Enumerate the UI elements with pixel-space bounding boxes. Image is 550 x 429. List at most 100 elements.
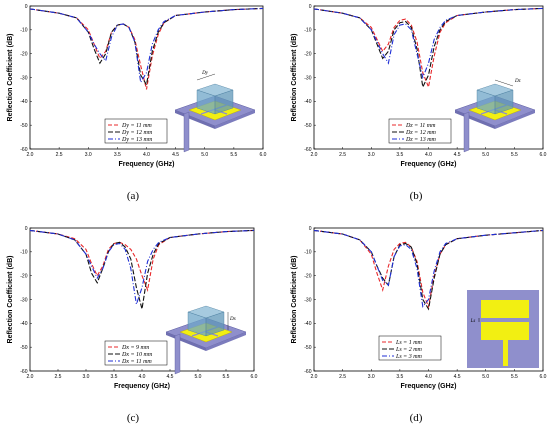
y-tick-label: 0 [25,4,28,10]
x-tick-label: 4.0 [139,374,146,380]
series-line-red [29,229,255,293]
dra-side [205,311,225,337]
x-tick-label: 3.0 [368,374,375,380]
legend-entry: Dz = 13 mm [405,137,437,143]
feed-stub [174,333,181,375]
chart-panel-c: 2.0 2.5 3.0 3.5 4.0 4.5 5.0 5.5 6.0 0 -10 -20 -30 -40… [7,226,258,390]
x-tick-label: 4.5 [167,374,174,380]
series-line-black [313,7,544,89]
legend-entry: Ls = 3 mm [395,354,423,360]
y-tick-label: -30 [304,297,311,303]
dimension-label: Dx [229,317,237,322]
substrate-edge [215,110,255,129]
y-tick-label: -20 [20,51,27,57]
x-tick-label: 6.0 [540,374,547,380]
legend-entry: Dy = 11 mm [121,123,152,129]
x-tick-label: 5.5 [223,374,230,380]
legend-entry: Dx = 9 mm [121,345,150,351]
y-tick-label: -10 [20,250,27,256]
legend-entry: Ls = 2 mm [395,347,423,353]
x-tick-label: 3.0 [368,152,375,158]
dimension-label: Dz [514,79,521,84]
y-tick-label: -30 [20,75,27,81]
y-tick-label: -30 [20,297,27,303]
antenna-inset: Dx [165,305,247,375]
substrate-edge [495,110,535,129]
y-axis-label: Reflection Coefficient (dB) [7,256,14,344]
x-tick-label: 4.5 [454,374,461,380]
y-tick-label: -60 [20,369,27,375]
x-tick-label: 5.0 [201,152,208,158]
x-tick-label: 3.5 [111,374,118,380]
legend-entry: Dz = 11 mm [405,123,436,129]
panel-label: (d) [410,412,423,424]
feed-stub [463,111,470,153]
x-tick-label: 6.0 [251,374,258,380]
y-tick-label: -60 [304,369,311,375]
x-tick-label: 2.0 [311,152,318,158]
legend-entry: Dx = 10 mm [121,352,153,358]
x-tick-label: 2.5 [339,374,346,380]
x-tick-label: 3.5 [396,152,403,158]
y-axis-label: Reflection Coefficient (dB) [7,34,14,122]
y-tick-label: -50 [304,123,311,129]
x-tick-label: 4.5 [454,152,461,158]
x-tick-label: 2.5 [339,152,346,158]
x-tick-label: 4.0 [425,374,432,380]
y-tick-label: -40 [304,321,311,327]
slot [481,318,539,322]
x-axis-label: Frequency (GHz) [118,161,174,168]
x-tick-label: 5.5 [511,152,518,158]
y-tick-label: -60 [20,147,27,153]
series-line-red [29,7,264,90]
legend-entry: Dy = 12 mm [121,130,153,136]
y-tick-label: -40 [304,99,311,105]
y-tick-label: 0 [25,226,28,232]
dimension-label: Ls [470,319,476,324]
y-tick-label: -10 [20,28,27,34]
y-tick-label: -50 [20,123,27,129]
chart-panel-b: 2.0 2.5 3.0 3.5 4.0 4.5 5.0 5.5 6.0 0 -10 -20 -30 -40… [291,4,547,168]
legend-entry: Dx = 11 mm [121,359,152,365]
series-line-red [313,7,544,89]
x-tick-label: 2.0 [311,374,318,380]
y-tick-label: -10 [304,28,311,34]
x-tick-label: 4.0 [143,152,150,158]
legend-entry: Dy = 13 mm [121,137,153,143]
x-tick-label: 2.5 [55,374,62,380]
panel-label: (b) [410,190,423,202]
dimension-label: Dy [201,71,209,76]
y-tick-label: -60 [304,147,311,153]
series-line-blue [29,7,264,84]
dimension-arrow [196,73,216,81]
x-axis-label: Frequency (GHz) [114,383,170,390]
x-tick-label: 5.5 [230,152,237,158]
y-tick-label: -50 [20,345,27,351]
y-tick-label: 0 [309,226,312,232]
series-line-blue [313,229,544,308]
y-tick-label: -10 [304,250,311,256]
substrate-edge [206,332,246,351]
x-tick-label: 4.5 [172,152,179,158]
antenna-inset: Dy [174,71,256,153]
x-tick-label: 5.5 [511,374,518,380]
chart-panel-d: 2.0 2.5 3.0 3.5 4.0 4.5 5.0 5.5 6.0 0 -10 -20 -30 -40… [291,226,547,390]
legend-entry: Ls = 1 mm [395,340,423,346]
y-tick-label: -20 [304,273,311,279]
feed-stub [183,111,190,153]
x-tick-label: 5.0 [482,152,489,158]
x-tick-label: 3.0 [83,374,90,380]
x-axis-label: Frequency (GHz) [400,383,456,390]
chart-panel-a: 2.0 2.5 3.0 3.5 4.0 4.5 5.0 5.5 6.0 0 -10 -20 -30 -40… [7,4,267,168]
x-tick-label: 3.5 [396,374,403,380]
x-tick-label: 6.0 [260,152,267,158]
x-tick-label: 6.0 [540,152,547,158]
dra-side [494,89,514,115]
dimension-arrow [494,79,514,87]
antenna-top-view-inset: Ls [467,290,539,368]
y-tick-label: -40 [20,321,27,327]
